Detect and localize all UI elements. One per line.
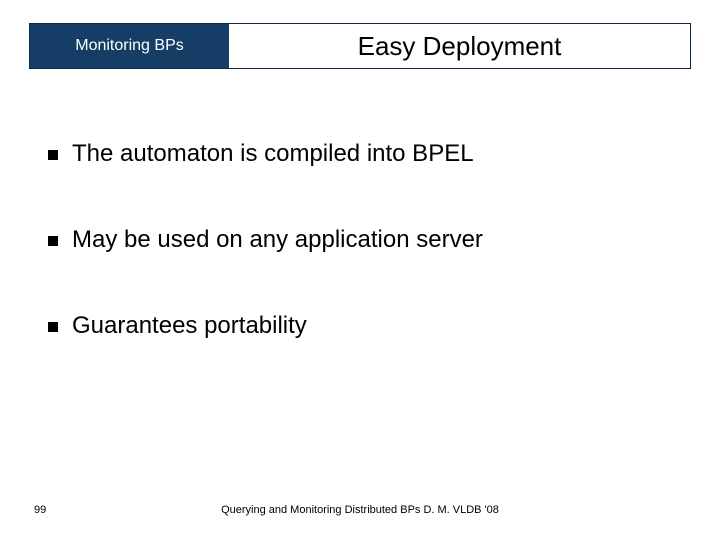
slide-footer: 99 Querying and Monitoring Distributed B… xyxy=(0,504,720,516)
bullet-text: May be used on any application server xyxy=(72,226,483,254)
bullet-marker-icon xyxy=(48,322,58,332)
list-item: May be used on any application server xyxy=(48,226,680,254)
footer-caption: Querying and Monitoring Distributed BPs … xyxy=(0,504,720,516)
page-number: 99 xyxy=(34,504,46,516)
slide-title: Easy Deployment xyxy=(229,24,690,68)
list-item: The automaton is compiled into BPEL xyxy=(48,140,680,168)
slide-header: Monitoring BPs Easy Deployment xyxy=(29,23,691,69)
bullet-list: The automaton is compiled into BPEL May … xyxy=(48,140,680,398)
slide: Monitoring BPs Easy Deployment The autom… xyxy=(0,0,720,540)
bullet-marker-icon xyxy=(48,150,58,160)
list-item: Guarantees portability xyxy=(48,312,680,340)
bullet-text: The automaton is compiled into BPEL xyxy=(72,140,474,168)
section-label: Monitoring BPs xyxy=(30,24,229,68)
bullet-text: Guarantees portability xyxy=(72,312,307,340)
bullet-marker-icon xyxy=(48,236,58,246)
